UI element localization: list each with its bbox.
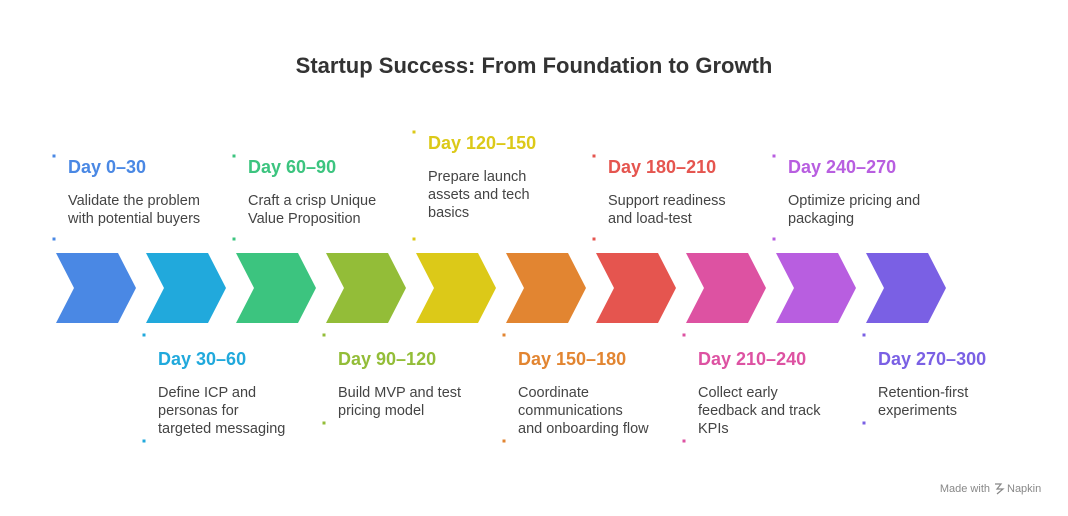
footer-brand: Napkin [1007, 483, 1041, 495]
step-description: and load-test [608, 211, 692, 227]
marker-dot [142, 333, 146, 337]
chevron [866, 253, 946, 323]
step-description: and onboarding flow [518, 421, 649, 437]
chevron [596, 253, 676, 323]
step-label: Day 180–210 [608, 157, 716, 177]
marker-dot [412, 130, 416, 134]
step-description: Build MVP and test [338, 385, 461, 401]
step-description: Validate the problem [68, 193, 200, 209]
step-description: Define ICP and [158, 385, 256, 401]
chevron [236, 253, 316, 323]
chevron [56, 253, 136, 323]
step-label: Day 150–180 [518, 349, 626, 369]
step-label: Day 60–90 [248, 157, 336, 177]
step-label: Day 30–60 [158, 349, 246, 369]
step-description: KPIs [698, 421, 729, 437]
chevron [416, 253, 496, 323]
chevron [146, 253, 226, 323]
step-description: with potential buyers [67, 211, 200, 227]
marker-dot [682, 333, 686, 337]
step-description: Support readiness [608, 193, 726, 209]
step-description: assets and tech [428, 187, 530, 203]
step-description: feedback and track [698, 403, 821, 419]
marker-dot [412, 237, 416, 241]
step-label: Day 270–300 [878, 349, 986, 369]
step-description: Value Proposition [248, 211, 361, 227]
step-label: Day 0–30 [68, 157, 146, 177]
marker-dot [232, 237, 236, 241]
marker-dot [772, 237, 776, 241]
step-description: Craft a crisp Unique [248, 193, 376, 209]
marker-dot [862, 421, 866, 425]
title: Startup Success: From Foundation to Grow… [296, 53, 773, 78]
marker-dot [322, 333, 326, 337]
step-description: experiments [878, 403, 957, 419]
marker-dot [502, 439, 506, 443]
marker-dot [232, 154, 236, 158]
marker-dot [592, 237, 596, 241]
marker-dot [772, 154, 776, 158]
step-label: Day 120–150 [428, 133, 536, 153]
step-description: packaging [788, 211, 854, 227]
step-label: Day 90–120 [338, 349, 436, 369]
marker-dot [52, 237, 56, 241]
step-description: Collect early [698, 385, 779, 401]
step-label: Day 240–270 [788, 157, 896, 177]
step-description: Retention-first [878, 385, 968, 401]
chevron [776, 253, 856, 323]
step-description: Optimize pricing and [788, 193, 920, 209]
step-label: Day 210–240 [698, 349, 806, 369]
step-description: basics [428, 205, 469, 221]
marker-dot [502, 333, 506, 337]
step-description: pricing model [338, 403, 424, 419]
step-description: communications [518, 403, 623, 419]
step-description: Coordinate [518, 385, 589, 401]
step-description: targeted messaging [158, 421, 285, 437]
marker-dot [862, 333, 866, 337]
step-description: Prepare launch [428, 169, 526, 185]
marker-dot [52, 154, 56, 158]
step-description: personas for [158, 403, 239, 419]
marker-dot [682, 439, 686, 443]
marker-dot [592, 154, 596, 158]
chevron [686, 253, 766, 323]
chevron [506, 253, 586, 323]
marker-dot [142, 439, 146, 443]
footer-logo [995, 483, 1005, 495]
chevron [326, 253, 406, 323]
footer-prefix: Made with [940, 483, 990, 495]
marker-dot [322, 421, 326, 425]
